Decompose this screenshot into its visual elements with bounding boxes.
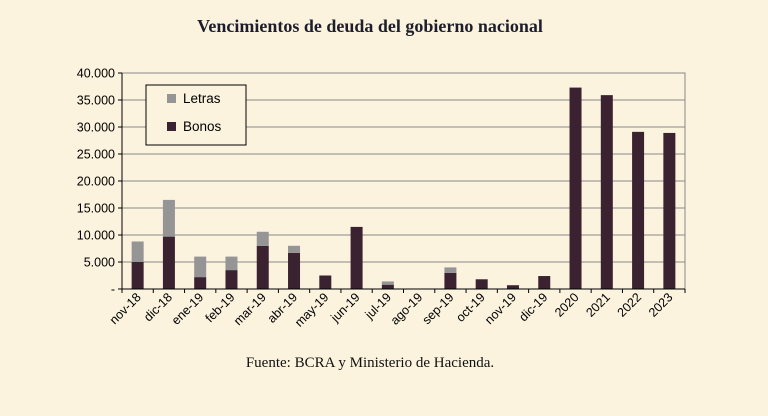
y-tick-label: 25.000	[77, 148, 115, 162]
bar-bonos	[506, 285, 519, 289]
bar-bonos	[632, 131, 645, 289]
bar-bonos	[444, 272, 457, 289]
x-tick-label: mar-19	[231, 290, 269, 328]
bar-letras	[225, 256, 238, 271]
bar-letras	[131, 241, 144, 262]
x-tick-label: sep-19	[420, 290, 457, 327]
bar-bonos	[350, 226, 363, 289]
bar-bonos	[569, 87, 582, 289]
bar-bonos	[225, 270, 238, 289]
x-axis-ticks: nov-18dic-18ene-19feb-19mar-19abr-19may-…	[107, 289, 686, 330]
legend-box	[145, 84, 247, 146]
bar-bonos	[162, 236, 175, 289]
y-tick-label: 30.000	[77, 121, 115, 135]
y-tick-label: 40.000	[77, 67, 115, 81]
chart-title: Vencimientos de deuda del gobierno nacio…	[197, 16, 543, 36]
x-tick-label: 2022	[615, 290, 645, 320]
bar-bonos	[288, 252, 301, 289]
y-tick-label: 35.000	[77, 94, 115, 108]
legend-swatch-bonos	[167, 122, 176, 131]
x-tick-label: ago-19	[388, 290, 425, 327]
x-tick-label: 2021	[583, 290, 613, 320]
bar-letras	[194, 256, 207, 278]
bar-bonos	[194, 277, 207, 289]
y-tick-label: 10.000	[77, 229, 115, 243]
legend-label-letras: Letras	[183, 91, 221, 106]
bar-bonos	[475, 279, 488, 289]
x-tick-label: 2020	[552, 290, 582, 320]
x-tick-label: dic-19	[516, 290, 550, 324]
x-tick-label: ene-19	[169, 290, 206, 327]
bar-letras	[381, 281, 394, 285]
bar-letras	[288, 245, 301, 253]
bars	[131, 87, 676, 289]
bar-bonos	[538, 276, 551, 289]
bar-bonos	[381, 284, 394, 289]
bar-bonos	[319, 275, 332, 289]
source-note: Fuente: BCRA y Ministerio de Hacienda.	[245, 355, 495, 371]
grid-lines	[122, 72, 685, 263]
x-tick-label: may-19	[292, 290, 331, 329]
x-tick-label: nov-19	[482, 290, 519, 327]
bar-bonos	[256, 245, 269, 289]
x-tick-label: oct-19	[453, 290, 487, 324]
bar-bonos	[600, 95, 613, 289]
bar-bonos	[131, 262, 144, 289]
y-tick-label: 20.000	[77, 175, 115, 189]
legend-label-bonos: Bonos	[183, 119, 222, 134]
x-tick-label: jun-19	[328, 290, 363, 325]
bar-letras	[444, 267, 457, 273]
x-tick-label: 2023	[646, 290, 676, 320]
legend: Letras Bonos	[145, 84, 247, 146]
bar-letras	[256, 231, 269, 246]
bar-letras	[162, 199, 175, 237]
y-tick-label: -	[111, 283, 115, 297]
bar-bonos	[663, 132, 676, 289]
y-axis-ticks: 40.000 35.000 30.000 25.000 20.000 15.000 10.0…	[77, 67, 122, 297]
legend-swatch-letras	[167, 94, 176, 103]
y-tick-label: 15.000	[77, 202, 115, 216]
y-tick-label: 5.000	[84, 256, 115, 270]
